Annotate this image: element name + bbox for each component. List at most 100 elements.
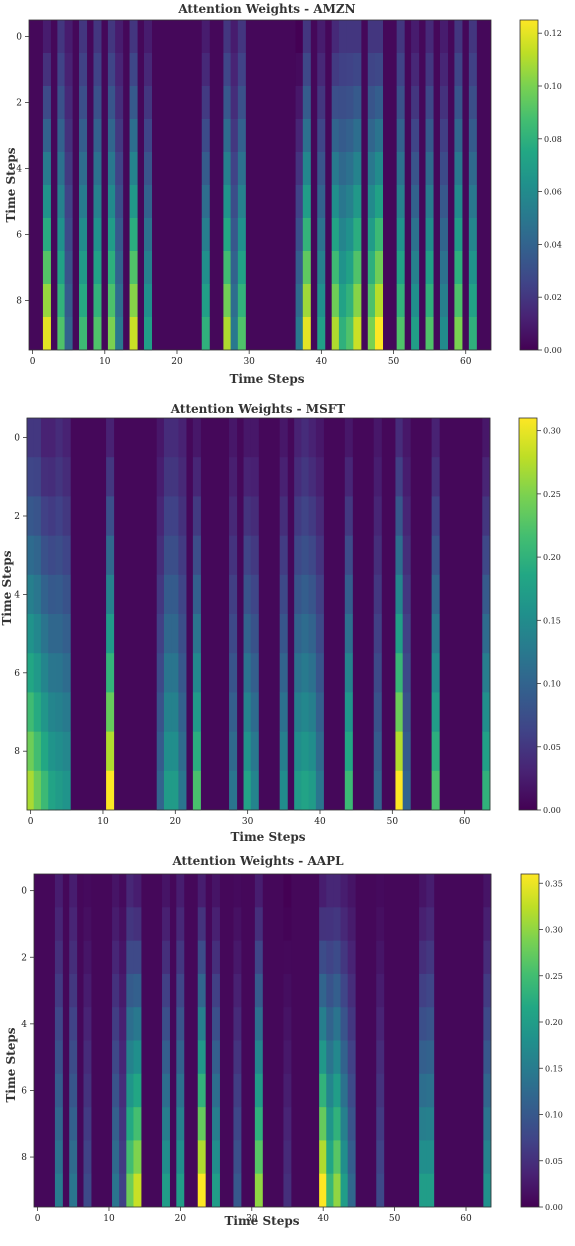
y-tick-label: 2 xyxy=(14,512,20,522)
heatmap-cell xyxy=(250,614,259,654)
heatmap-cell xyxy=(338,185,347,219)
heatmap-cell xyxy=(57,317,66,351)
heatmap-cell xyxy=(107,20,116,54)
heatmap-cell xyxy=(402,574,411,615)
heatmap-cell xyxy=(347,1007,356,1041)
heatmap-cell xyxy=(301,614,310,654)
heatmap-cell xyxy=(156,418,165,458)
y-tick-label: 4 xyxy=(21,1020,27,1030)
heatmap-cell xyxy=(133,907,142,941)
heatmap-cell xyxy=(62,418,71,458)
heatmap-cell xyxy=(57,20,66,54)
heatmap-cell xyxy=(373,496,382,536)
heatmap-cell xyxy=(192,418,201,458)
heatmap-cell xyxy=(426,973,435,1008)
heatmap-cell xyxy=(482,418,491,458)
heatmap-cell xyxy=(294,496,303,536)
heatmap-cell xyxy=(197,1107,206,1141)
heatmap-cell xyxy=(162,1007,170,1041)
heatmap-cell xyxy=(107,251,116,285)
heatmap-cell xyxy=(411,20,420,54)
heatmap-cell xyxy=(331,86,340,120)
heatmap-cell xyxy=(79,251,88,285)
heatmap-cell xyxy=(64,119,73,153)
heatmap-cell xyxy=(243,614,252,654)
heatmap-cell xyxy=(129,53,138,87)
colorbar-tick-label: 0.30 xyxy=(545,926,563,935)
heatmap-cell xyxy=(79,152,88,186)
heatmap-cell xyxy=(55,731,64,772)
heatmap-cell xyxy=(64,251,73,285)
heatmap-cell xyxy=(419,1073,428,1108)
x-tick-label: 40 xyxy=(317,1214,329,1224)
heatmap-cell xyxy=(243,457,252,497)
heatmap-cell xyxy=(279,574,288,615)
heatmap-cell xyxy=(112,1073,120,1108)
heatmap-cell xyxy=(42,284,51,318)
heatmap-cell xyxy=(396,218,405,252)
x-axis-label: Time Steps xyxy=(231,830,306,844)
heatmap-cell xyxy=(93,317,102,351)
heatmap-cell xyxy=(279,535,288,576)
heatmap-cell xyxy=(482,614,491,654)
heatmap-cell xyxy=(402,535,411,576)
heatmap-cell xyxy=(212,874,220,908)
heatmap-cell xyxy=(426,1073,435,1108)
heatmap-cell xyxy=(338,152,347,186)
heatmap-cell xyxy=(230,53,239,87)
heatmap-cell xyxy=(315,692,324,732)
heatmap-cell xyxy=(42,152,51,186)
heatmap-cell xyxy=(64,152,73,186)
heatmap-cell xyxy=(129,185,138,219)
heatmap-cell xyxy=(319,874,328,908)
colorbar: 0.00 0.05 0.10 0.15 0.20 0.25 0.30 0.35 xyxy=(520,873,563,1212)
heatmap-cell xyxy=(55,535,64,576)
heatmap-cell xyxy=(197,874,206,908)
heatmap-cell xyxy=(55,418,64,458)
heatmap-cell xyxy=(48,653,57,693)
heatmap-cell xyxy=(402,496,411,536)
heatmap-cell xyxy=(326,1173,335,1208)
heatmap-cell xyxy=(376,940,385,975)
heatmap-cell xyxy=(402,692,411,732)
heatmap-cell xyxy=(55,692,64,732)
heatmap-cell xyxy=(93,152,102,186)
heatmap-cell xyxy=(83,940,92,975)
heatmap-cell xyxy=(129,119,138,153)
heatmap-cell xyxy=(163,418,172,458)
heatmap-cell xyxy=(395,731,404,772)
heatmap-cell xyxy=(294,692,303,732)
heatmap-cell xyxy=(439,317,448,351)
heatmap-cell xyxy=(431,457,440,497)
heatmap-cell xyxy=(283,973,292,1008)
heatmap-cell xyxy=(402,418,411,458)
heatmap-cell xyxy=(106,770,115,811)
heatmap-cell xyxy=(212,1173,220,1208)
heatmap-cell xyxy=(115,284,124,318)
heatmap-cell xyxy=(197,1040,206,1075)
heatmap-cell xyxy=(308,535,317,576)
heatmap-cell xyxy=(79,218,88,252)
heatmap-cell xyxy=(301,692,310,732)
heatmap-cell xyxy=(79,20,88,54)
heatmap-cell xyxy=(482,574,491,615)
heatmap-cell xyxy=(333,1107,342,1141)
heatmap-cell xyxy=(57,185,66,219)
heatmap-cell xyxy=(396,284,405,318)
heatmap-cell xyxy=(93,284,102,318)
heatmap-cell xyxy=(254,874,263,908)
heatmap-cell xyxy=(115,20,124,54)
heatmap-cell xyxy=(367,119,376,153)
heatmap-cell xyxy=(254,1040,263,1075)
heatmap-cell xyxy=(233,973,242,1008)
y-axis-label: Time Steps xyxy=(4,147,18,222)
heatmap-cell xyxy=(40,653,50,693)
heatmap-cell xyxy=(402,614,411,654)
heatmap-cell xyxy=(212,907,220,941)
heatmap-cell xyxy=(69,1007,78,1041)
heatmap-cell xyxy=(431,535,440,576)
heatmap-cell xyxy=(411,251,420,285)
heatmap-cell xyxy=(233,1007,242,1041)
heatmap-cell xyxy=(171,692,180,732)
heatmap-cell xyxy=(425,218,434,252)
